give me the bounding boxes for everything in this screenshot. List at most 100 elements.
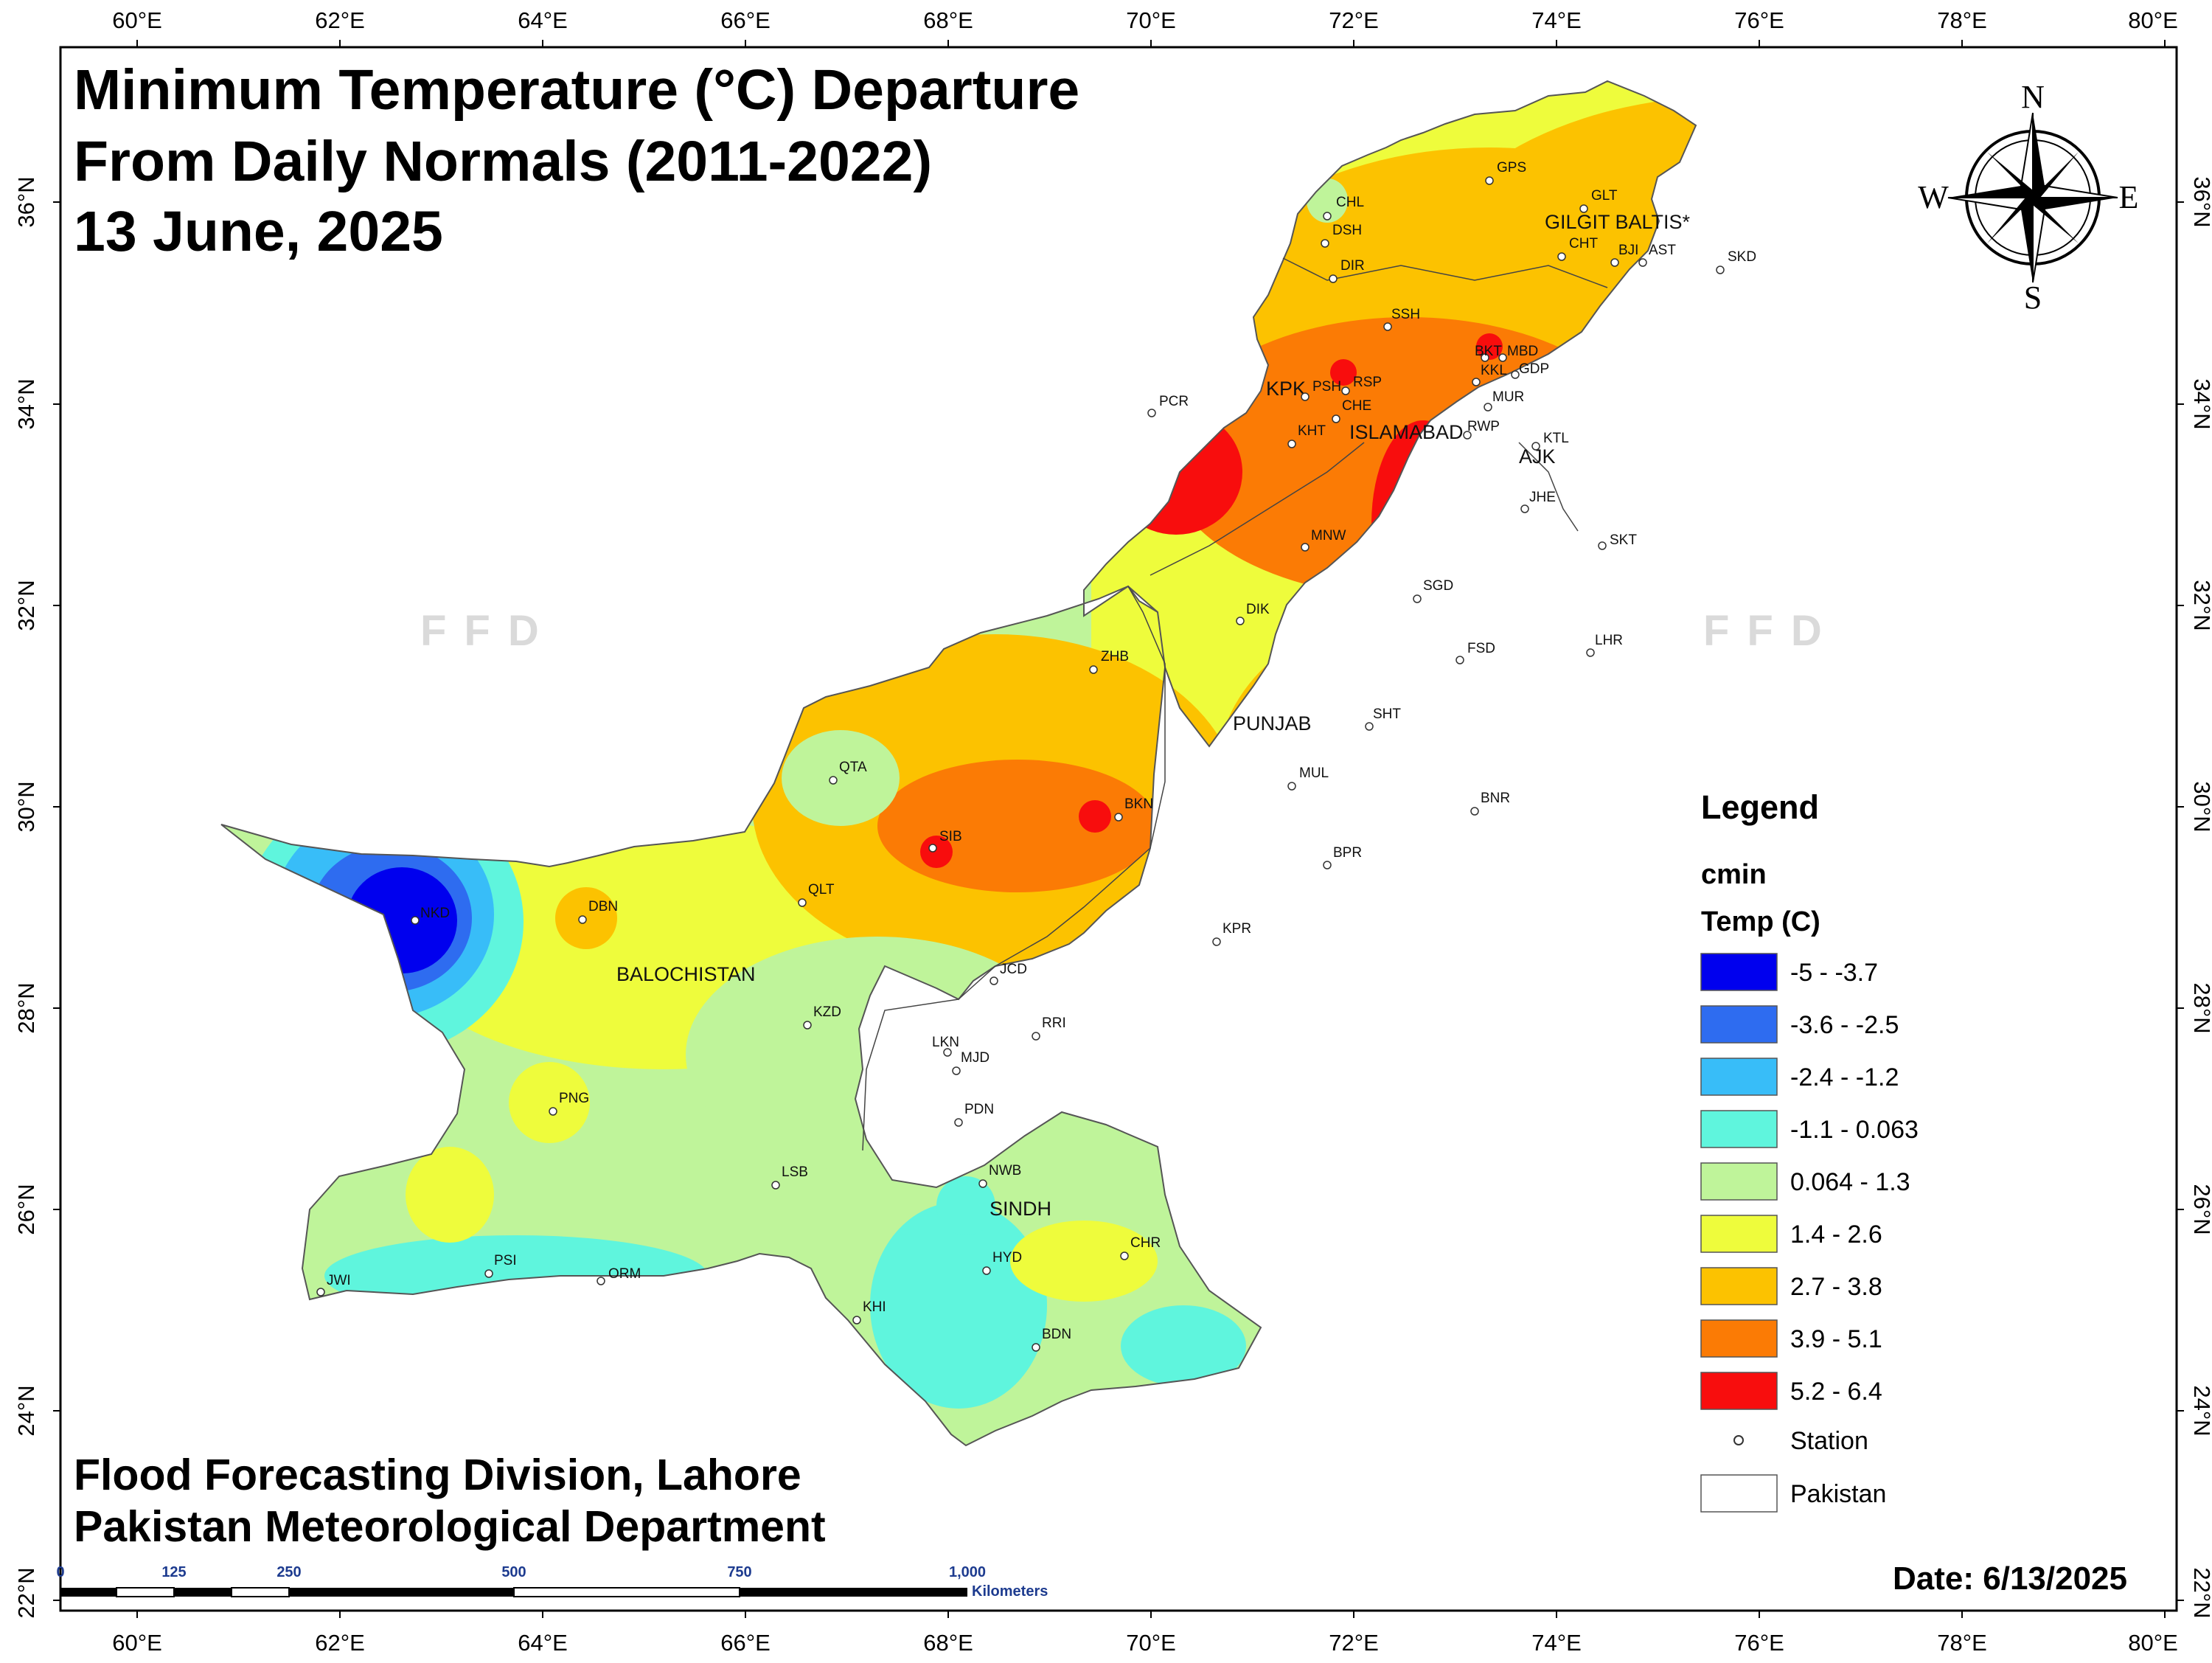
station-label: KPR [1222,921,1251,937]
legend: Legend cmin Temp (C) -5 - -3.7 -3.6 - -2… [1700,788,1919,1513]
tick-lat-right: 24°N [2189,1385,2212,1436]
station-marker: BKN [1114,796,1153,822]
credit-line-2: Pakistan Meteorological Department [74,1502,826,1551]
station-marker: RSP [1341,375,1382,395]
tick-lon-bottom: 72°E [1329,1630,1379,1656]
station-marker: PCR [1147,394,1189,417]
scale-number: 250 [276,1564,301,1580]
station-label: PCR [1159,394,1189,409]
station-marker: KHT [1287,423,1326,448]
station-marker: RRI [1032,1015,1066,1041]
legend-class-label: -2.4 - -1.2 [1790,1063,1899,1091]
station-marker: DSH [1321,223,1362,248]
tick-lon-bottom: 68°E [923,1630,973,1656]
tick-lon-bottom: 78°E [1937,1630,1987,1656]
station-marker: BPR [1323,845,1362,869]
station-marker: NKD [411,906,450,925]
station-label: DIR [1340,258,1365,274]
legend-swatch [1700,1215,1778,1253]
station-marker: DIK [1236,602,1270,625]
legend-class-label: 5.2 - 6.4 [1790,1378,1882,1406]
station-label: RSP [1353,375,1382,390]
legend-pakistan-swatch [1700,1474,1778,1513]
tick-lat-right: 32°N [2189,580,2212,631]
tick-lon-top: 68°E [923,7,973,33]
legend-class-label: 3.9 - 5.1 [1790,1325,1882,1353]
legend-swatch [1700,1162,1778,1201]
station-marker: AST [1638,243,1676,267]
zone-5-2-6-4-rsp [1330,359,1357,386]
scale-number: 125 [161,1564,186,1580]
station-marker: SKD [1716,249,1756,274]
station-label: GLT [1591,188,1618,204]
station-marker: QTA [829,760,867,785]
station-label: NWB [989,1163,1021,1178]
station-label: MJD [961,1050,990,1066]
tick-lat-right: 28°N [2189,982,2212,1033]
compass-s: S [2024,280,2042,316]
right-latitude-axis: 36°N 34°N 32°N 30°N 28°N 26°N 24°N 22°N [2177,176,2212,1619]
station-marker: SSH [1383,307,1420,331]
legend-swatch [1700,1319,1778,1358]
station-marker: MUR [1484,389,1524,412]
tick-lat-right: 26°N [2189,1184,2212,1235]
station-label: QTA [839,760,867,775]
legend-class-label: -5 - -3.7 [1790,959,1878,987]
station-label: LSB [782,1164,808,1180]
station-label: SHT [1373,706,1401,722]
station-marker: ZHB [1089,649,1129,674]
station-label: BPR [1333,845,1362,861]
scale-bar: 0 125 250 500 750 1,000 Kilometers [56,1564,1048,1600]
station-marker: MBD [1498,344,1538,362]
station-label: SIB [939,829,962,844]
station-label: GDP [1519,361,1549,377]
station-label: RRI [1042,1015,1066,1031]
scale-number: 500 [501,1564,526,1580]
zone-5-2-6-4-bkn [1079,800,1111,833]
station-label: PSH [1312,379,1341,395]
station-marker: LSB [771,1164,808,1190]
station-label: KZD [813,1004,841,1020]
station-label: SSH [1391,307,1420,322]
station-label: SGD [1423,578,1453,594]
tick-lon-top: 60°E [112,7,162,33]
tick-lat-right: 34°N [2189,378,2212,429]
zone-1-4-2-6-png2 [509,1062,590,1143]
station-marker: JCD [990,962,1027,985]
left-latitude-axis: 36°N 34°N 32°N 30°N 28°N 26°N 24°N 22°N [13,176,60,1619]
station-marker: NWB [978,1163,1021,1188]
station-marker: CHT [1557,236,1598,261]
top-longitude-axis: 60°E 62°E 64°E 66°E 68°E 70°E 72°E 74°E … [112,7,2178,47]
province-boundaries [862,257,1608,1151]
station-label: KHI [863,1299,886,1315]
legend-class-label: -1.1 - 0.063 [1790,1116,1919,1144]
station-marker: JWI [316,1273,351,1296]
station-marker: GLT [1579,188,1618,213]
legend-swatch [1700,953,1778,991]
zone-minus-1-1-nwb [936,1176,995,1235]
station-label: BKN [1124,796,1153,812]
scale-number: 0 [56,1564,64,1580]
title-line-2: From Daily Normals (2011-2022) [74,130,932,193]
tick-lon-top: 76°E [1734,7,1784,33]
tick-lon-bottom: 76°E [1734,1630,1784,1656]
station-marker: SGD [1413,578,1453,603]
station-label: BDN [1042,1327,1071,1342]
station-label: ZHB [1101,649,1129,664]
zone-minus-1-1-khi [870,1202,1047,1409]
station-marker: PNG [549,1091,589,1116]
station-label: SKT [1610,532,1637,548]
title-line-1: Minimum Temperature (°C) Departure [74,58,1079,122]
tick-lon-top: 72°E [1329,7,1379,33]
tick-lon-top: 74°E [1531,7,1582,33]
station-marker: PSI [484,1253,517,1278]
watermark-left: FFD [420,607,557,655]
compass-n: N [2021,79,2045,115]
station-label: MUL [1299,765,1329,781]
station-label: JCD [1000,962,1027,977]
region-label-punjab: PUNJAB [1233,712,1312,735]
station-marker: HYD [982,1250,1022,1275]
tick-lon-bottom: 64°E [518,1630,568,1656]
station-label: CHR [1130,1235,1161,1251]
tick-lat-left: 22°N [13,1567,39,1618]
